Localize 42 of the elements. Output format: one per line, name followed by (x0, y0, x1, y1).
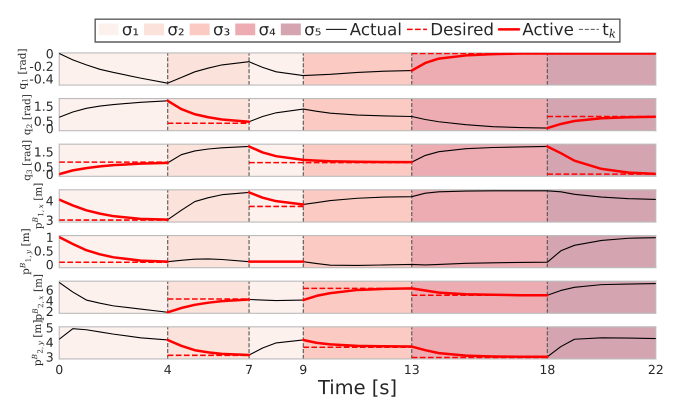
y-tick-label: 0.5 (34, 246, 53, 256)
legend-label: σ₃ (214, 26, 230, 36)
y-tick-label: 0.5 (34, 116, 53, 126)
y-tick-label: -0.4 (30, 74, 53, 84)
y-axis-title: q$_{1}$ [rad] (18, 49, 28, 89)
y-tick-label: 3 (46, 352, 53, 362)
y-tick-label: 6 (46, 285, 53, 295)
y-tick-label: 1.5 (35, 102, 53, 111)
legend-label: σ₂ (168, 26, 184, 36)
x-tick-label: 9 (300, 364, 306, 374)
y-axis-title: p$^{B}$$_{1,x}$ [m] (32, 184, 44, 229)
legend-label: Desired (432, 22, 492, 36)
y-tick-label: 0.5 (34, 162, 53, 172)
y-tick-label: 3 (46, 216, 53, 225)
y-axis-title: p$^{B}$$_{2,x}$ [m] (32, 274, 44, 320)
y-tick-label: 5 (46, 323, 53, 332)
legend-label: σ₅ (305, 26, 321, 36)
legend-label: Active (522, 22, 573, 36)
y-tick-label: 4 (46, 196, 53, 206)
legend-label: σ₁ (122, 26, 138, 36)
x-tick-label: 13 (405, 364, 419, 374)
legend-label: Actual (350, 22, 400, 36)
x-tick-label: 4 (164, 364, 171, 374)
y-axis-title: q$_{2}$ [rad] (22, 95, 32, 135)
legend-label: σ₄ (259, 26, 276, 36)
y-tick-label: 1.5 (35, 147, 53, 157)
x-tick-label: 7 (246, 364, 252, 374)
y-tick-label: 1 (47, 232, 53, 242)
x-tick-label: 18 (540, 364, 554, 374)
x-tick-label: 0 (56, 364, 62, 374)
y-tick-label: -0.2 (30, 62, 52, 72)
y-axis-title: p$^{B}$$_{1,y}$ [m] (20, 229, 32, 275)
y-tick-label: 4 (46, 296, 53, 306)
x-axis-title: Time [s] (318, 379, 396, 397)
x-tick-label: 22 (648, 364, 663, 374)
y-axis-title: p$^{B}$$_{2,y}$ [m] (32, 320, 44, 366)
y-axis-title: q$_{3}$ [rad] (22, 140, 32, 180)
y-tick-label: 0 (46, 260, 53, 270)
legend-label: t$_{k}$ (602, 23, 616, 38)
y-tick-label: 2 (46, 306, 52, 316)
y-tick-label: 0 (46, 49, 53, 58)
y-tick-label: 4 (46, 338, 53, 347)
